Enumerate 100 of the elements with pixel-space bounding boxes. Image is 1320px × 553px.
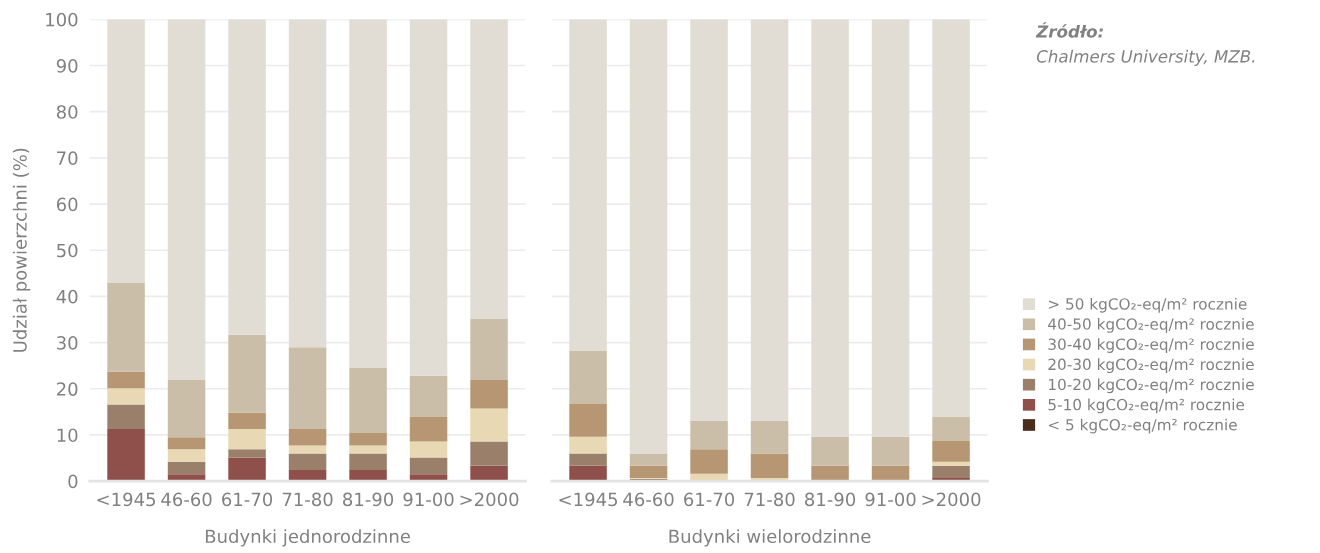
bar xyxy=(932,19,970,417)
bar xyxy=(871,19,910,437)
y-tick-label: 40 xyxy=(56,289,78,304)
bar xyxy=(167,437,206,450)
bar xyxy=(167,461,206,475)
bar xyxy=(470,441,508,466)
bar xyxy=(750,19,789,421)
bar xyxy=(629,465,668,478)
text: Chalmers University, MZB. xyxy=(1036,49,1255,66)
bar xyxy=(690,449,728,474)
bar xyxy=(470,379,508,409)
x-axis-title: Budynki jednorodzinne xyxy=(205,529,410,547)
bar xyxy=(167,449,206,462)
legend-label: 30-40 kgCO₂-eq/m² rocznie xyxy=(1048,338,1254,353)
bar xyxy=(932,465,970,478)
x-tick-label: >2000 xyxy=(460,492,519,507)
x-tick-label: 46-60 xyxy=(161,492,212,507)
x-tick-label: 71-80 xyxy=(282,492,333,507)
bar xyxy=(409,457,448,475)
bar xyxy=(750,420,789,454)
legend-label: 5-10 kgCO₂-eq/m² rocznie xyxy=(1048,398,1245,414)
y-tick-label: 80 xyxy=(56,105,78,119)
y-tick-label: 30 xyxy=(57,336,78,350)
bar xyxy=(470,19,508,319)
y-tick-label: 100 xyxy=(46,12,78,27)
bar xyxy=(288,453,327,471)
bar xyxy=(349,445,387,454)
x-tick-label: 81-90 xyxy=(343,492,394,507)
bar xyxy=(690,420,728,450)
bar xyxy=(228,334,266,413)
bar xyxy=(107,388,145,405)
bar xyxy=(932,416,970,441)
bar xyxy=(569,404,607,437)
bar xyxy=(811,19,849,437)
x-tick-label: <1945 xyxy=(97,492,156,507)
bar xyxy=(750,453,789,478)
bar xyxy=(288,428,327,446)
bar xyxy=(107,19,145,283)
x-tick-label: 61-70 xyxy=(684,492,735,507)
bar xyxy=(349,470,387,482)
bar xyxy=(629,453,668,466)
bar xyxy=(107,404,145,429)
x-tick-label: 91-00 xyxy=(865,492,916,507)
y-tick-label: 0 xyxy=(68,474,78,489)
bar xyxy=(107,428,145,482)
y-tick-label: 10 xyxy=(57,428,78,443)
y-tick-label: 50 xyxy=(57,243,78,258)
y-tick-label: 90 xyxy=(56,58,78,73)
bar xyxy=(470,465,508,482)
y-tick-label: 20 xyxy=(57,382,78,396)
bar xyxy=(349,19,387,368)
bar xyxy=(569,453,607,466)
bar xyxy=(409,441,448,458)
bar xyxy=(470,408,508,442)
bar xyxy=(932,461,970,466)
bar xyxy=(167,19,206,380)
legend-label: > 50 kgCO₂-eq/m² rocznie xyxy=(1048,297,1247,313)
bar xyxy=(811,436,849,466)
bar xyxy=(811,465,849,481)
bar xyxy=(228,19,266,335)
x-tick-label: 71-80 xyxy=(744,492,795,507)
bar xyxy=(932,440,970,462)
x-axis-title: Budynki wielorodzinne xyxy=(669,529,871,547)
x-tick-label: <1945 xyxy=(559,492,618,507)
bar xyxy=(107,282,145,372)
legend-label: 20-30 kgCO₂-eq/m² rocznie xyxy=(1048,358,1254,374)
bar xyxy=(871,436,910,466)
bar xyxy=(107,371,145,389)
y-tick-label: 70 xyxy=(57,151,78,165)
legend-label: 40-50 kgCO₂-eq/m² rocznie xyxy=(1048,318,1254,333)
bar xyxy=(167,379,206,438)
bar xyxy=(470,318,508,380)
bar xyxy=(409,19,448,376)
legend-label: 10-20 kgCO₂-eq/m² rocznie xyxy=(1049,378,1254,394)
x-tick-label: 91-00 xyxy=(403,492,454,507)
bar xyxy=(569,436,607,454)
x-tick-label: 61-70 xyxy=(222,492,273,507)
bar xyxy=(569,465,607,482)
bar xyxy=(690,19,728,421)
bar xyxy=(569,19,607,351)
bar xyxy=(569,350,607,404)
text: Źródło: xyxy=(1035,22,1103,38)
y-axis-title: Udział powierzchni (%) xyxy=(12,148,31,352)
bar xyxy=(228,449,266,458)
bar xyxy=(409,375,448,417)
bar xyxy=(228,457,266,482)
bar xyxy=(629,19,668,454)
x-tick-label: 81-90 xyxy=(805,492,856,507)
bar xyxy=(349,367,387,434)
x-tick-label: 46-60 xyxy=(623,492,674,507)
bar xyxy=(871,465,910,481)
bar xyxy=(228,412,266,429)
legend-label: < 5 kgCO₂-eq/m² rocznie xyxy=(1048,418,1237,434)
bar xyxy=(288,347,327,429)
bar xyxy=(288,19,327,348)
bar xyxy=(228,428,266,450)
bar xyxy=(349,433,387,446)
bar xyxy=(349,453,387,471)
y-tick-label: 60 xyxy=(56,197,78,212)
x-tick-label: >2000 xyxy=(922,492,981,507)
